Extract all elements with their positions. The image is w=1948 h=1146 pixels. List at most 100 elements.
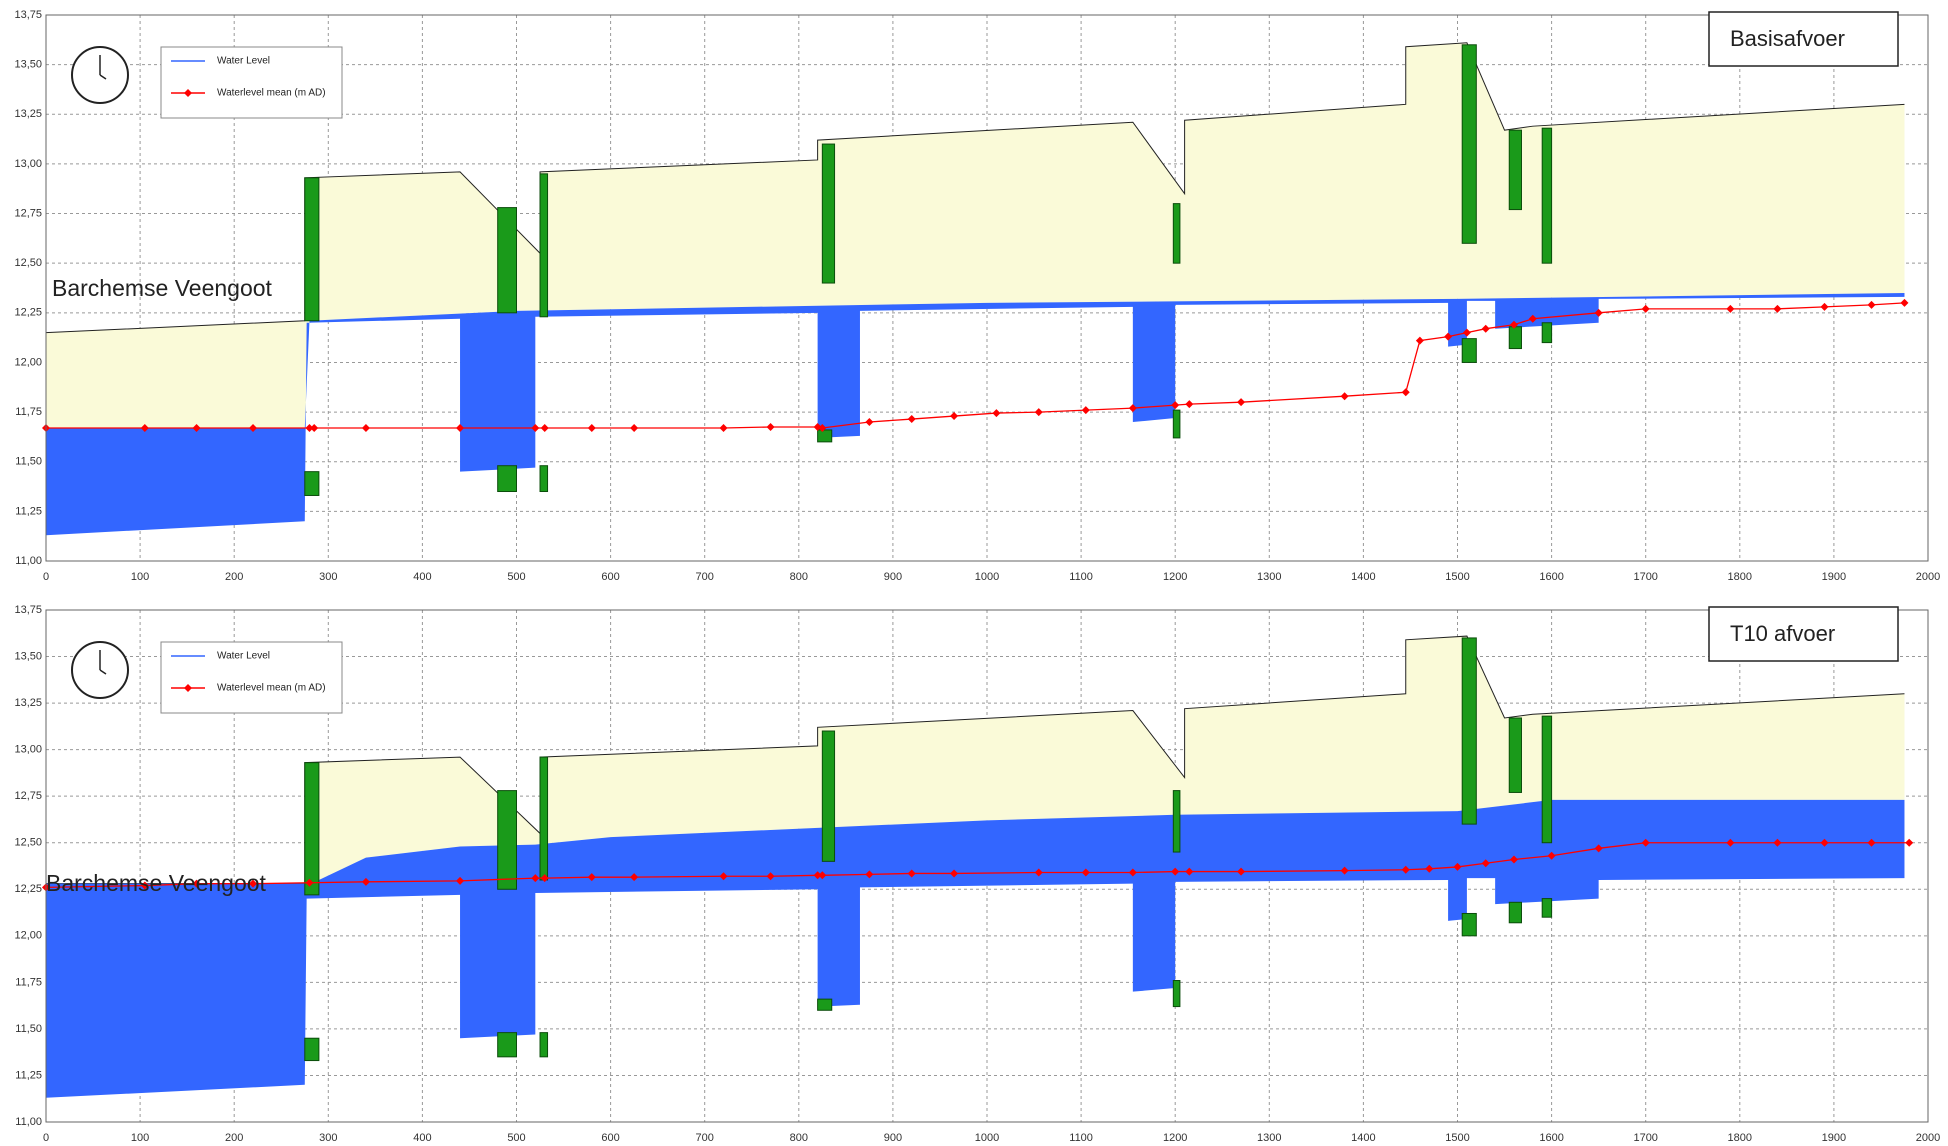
mean-marker: [456, 423, 465, 432]
mean-marker: [1509, 855, 1518, 864]
mean-marker: [719, 872, 728, 881]
x-tick-label: 1000: [975, 1132, 999, 1144]
structure: [304, 1037, 320, 1062]
mean-marker: [1867, 838, 1876, 847]
structure: [539, 173, 549, 318]
mean-marker: [1171, 867, 1180, 876]
clock-hand: [99, 74, 107, 80]
legend-label: Water Level: [217, 56, 270, 67]
y-tick-label: 11,25: [15, 505, 42, 517]
mean-marker: [140, 881, 149, 890]
structure: [1461, 637, 1477, 825]
structure: [821, 730, 836, 862]
x-tick-label: 1500: [1445, 571, 1469, 583]
y-tick-label: 12,75: [14, 207, 42, 219]
y-tick-label: 11,00: [15, 1116, 42, 1128]
mean-marker: [587, 423, 596, 432]
x-tick-label: 1300: [1257, 571, 1281, 583]
x-tick-label: 1600: [1539, 571, 1563, 583]
mean-marker: [540, 874, 549, 883]
mean-marker: [249, 879, 258, 888]
structure: [304, 177, 320, 322]
mean-marker: [1034, 408, 1043, 417]
y-tick-label: 11,50: [15, 1023, 42, 1035]
y-tick-label: 11,75: [15, 406, 42, 418]
structure: [539, 1032, 549, 1058]
mean-marker: [950, 412, 959, 421]
x-tick-label: 1800: [1728, 571, 1752, 583]
legend-marker: [184, 89, 192, 97]
x-tick-label: 300: [319, 1132, 337, 1144]
structure: [1508, 717, 1522, 793]
mean-marker: [630, 423, 639, 432]
mean-marker: [865, 418, 874, 427]
mean-marker: [1594, 308, 1603, 317]
x-tick-label: 1200: [1163, 1132, 1187, 1144]
structure: [1172, 409, 1181, 439]
x-tick-label: 1700: [1633, 1132, 1657, 1144]
mean-marker: [1820, 838, 1829, 847]
mean-marker: [1415, 336, 1424, 345]
mean-marker: [1900, 298, 1909, 307]
mean-marker: [766, 872, 775, 881]
legend-marker: [184, 684, 192, 692]
mean-marker: [1128, 404, 1137, 413]
mean-marker: [992, 409, 1001, 418]
mean-marker: [1171, 401, 1180, 410]
structure: [497, 207, 517, 314]
structure: [1541, 127, 1553, 264]
y-tick-label: 12,75: [14, 790, 42, 802]
mean-marker: [1867, 300, 1876, 309]
x-tick-label: 1400: [1351, 1132, 1375, 1144]
x-tick-label: 1700: [1633, 571, 1657, 583]
legend: [160, 641, 343, 714]
y-tick-label: 13,50: [14, 59, 42, 71]
structure: [1508, 326, 1522, 350]
structure: [817, 998, 833, 1011]
x-tick-label: 1100: [1069, 571, 1093, 583]
x-tick-label: 500: [507, 571, 525, 583]
mean-marker: [456, 876, 465, 885]
structure: [497, 1032, 517, 1058]
embankment: [46, 42, 1905, 428]
mean-marker: [1128, 868, 1137, 877]
chart-title: T10 afvoer: [1730, 621, 1835, 646]
x-tick-label: 1500: [1445, 1132, 1469, 1144]
x-tick-label: 600: [601, 571, 619, 583]
structure: [821, 143, 836, 284]
plot-border: [45, 14, 1929, 562]
structure: [1508, 901, 1522, 924]
x-tick-label: 900: [884, 1132, 902, 1144]
y-tick-label: 12,00: [14, 930, 42, 942]
x-tick-label: 1100: [1069, 1132, 1093, 1144]
mean-marker: [1401, 865, 1410, 874]
mean-marker: [1185, 400, 1194, 409]
mean-marker: [1444, 332, 1453, 341]
x-tick-label: 200: [225, 1132, 243, 1144]
mean-marker: [540, 423, 549, 432]
structure: [817, 429, 833, 443]
x-tick-label: 1300: [1257, 1132, 1281, 1144]
y-tick-label: 11,25: [15, 1069, 42, 1081]
x-tick-label: 2000: [1916, 1132, 1940, 1144]
structure: [1461, 338, 1477, 363]
y-tick-label: 13,25: [14, 697, 42, 709]
legend-label: Waterlevel mean (m AD): [217, 683, 326, 694]
x-tick-label: 400: [413, 1132, 431, 1144]
mean-marker: [1528, 314, 1537, 323]
x-tick-label: 1000: [975, 571, 999, 583]
x-tick-label: 0: [43, 571, 49, 583]
mean-marker: [907, 869, 916, 878]
x-tick-label: 800: [790, 1132, 808, 1144]
y-tick-label: 13,75: [14, 604, 42, 616]
mean-marker: [1905, 838, 1914, 847]
y-tick-label: 13,00: [14, 158, 42, 170]
mean-marker: [1185, 867, 1194, 876]
mean-marker: [630, 873, 639, 882]
mean-marker: [1034, 868, 1043, 877]
x-tick-label: 500: [507, 1132, 525, 1144]
y-tick-label: 13,50: [14, 650, 42, 662]
mean-marker: [1340, 866, 1349, 875]
y-tick-label: 12,00: [14, 356, 42, 368]
